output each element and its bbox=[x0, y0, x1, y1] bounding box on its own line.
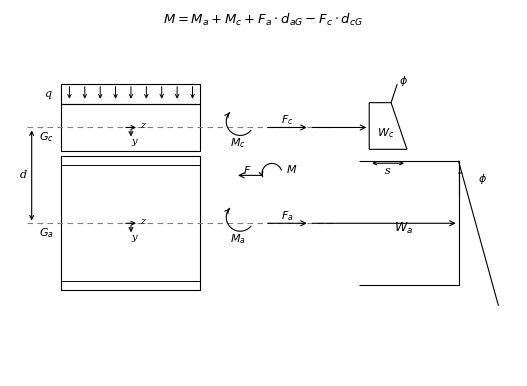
Text: $M$: $M$ bbox=[286, 163, 297, 175]
Text: $F_c$: $F_c$ bbox=[281, 113, 294, 127]
Text: $M_a$: $M_a$ bbox=[230, 232, 246, 246]
Text: $M_c$: $M_c$ bbox=[230, 137, 246, 150]
Text: $M = M_a + M_c + F_a \cdot d_{aG} - F_c \cdot d_{cG}$: $M = M_a + M_c + F_a \cdot d_{aG} - F_c … bbox=[163, 12, 363, 29]
Text: $\phi$: $\phi$ bbox=[479, 172, 487, 186]
Text: $F$: $F$ bbox=[243, 164, 252, 176]
Text: y: y bbox=[131, 137, 136, 146]
Text: s: s bbox=[385, 166, 391, 176]
Bar bbox=[62, 156, 200, 290]
Text: $G_a$: $G_a$ bbox=[38, 226, 54, 240]
Text: $\phi$: $\phi$ bbox=[399, 74, 408, 88]
Text: d: d bbox=[19, 170, 27, 180]
Text: y: y bbox=[131, 233, 136, 242]
Text: q: q bbox=[44, 89, 52, 99]
Text: $G_c$: $G_c$ bbox=[39, 130, 54, 144]
Text: $F_a$: $F_a$ bbox=[281, 210, 294, 223]
Text: $W_a$: $W_a$ bbox=[394, 221, 414, 236]
Text: z: z bbox=[140, 217, 145, 226]
Bar bbox=[62, 84, 200, 104]
Bar bbox=[62, 104, 200, 151]
Text: z: z bbox=[140, 121, 145, 130]
Text: $W_c$: $W_c$ bbox=[377, 127, 394, 141]
